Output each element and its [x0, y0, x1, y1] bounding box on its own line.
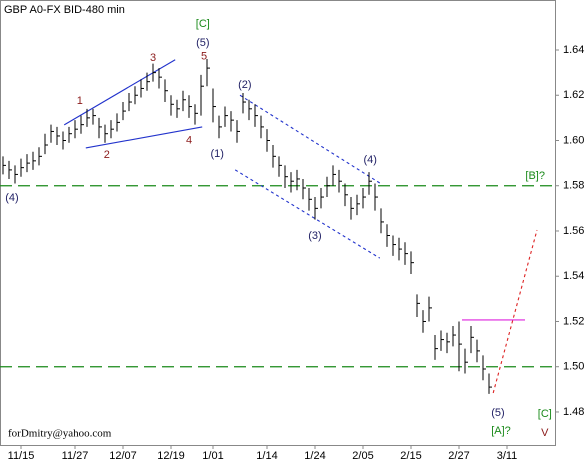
wave-label: (1): [210, 148, 223, 160]
x-tick-label: 2/15: [400, 450, 421, 462]
y-tick-label: 1.52: [563, 315, 584, 327]
y-tick-label: 1.64: [563, 44, 584, 56]
wave-label: (2): [238, 79, 251, 91]
plot-frame: [0, 0, 556, 446]
y-tick-label: 1.58: [563, 180, 584, 192]
watermark: forDmitry@yahoo.com: [8, 428, 112, 440]
x-tick-label: 11/15: [8, 450, 35, 462]
wave-label: 5: [201, 51, 207, 63]
wave-label: (4): [5, 192, 18, 204]
y-tick-label: 1.50: [563, 361, 584, 373]
y-tick-label: 1.62: [563, 89, 584, 101]
y-tick-label: 1.54: [563, 270, 584, 282]
wave-label: 2: [104, 149, 110, 161]
wave-label: V: [541, 427, 549, 439]
trend-line: [85, 126, 203, 149]
wave-label: 3: [150, 52, 156, 64]
wave-label: [C]: [196, 18, 210, 30]
x-tick-label: 1/14: [256, 450, 277, 462]
wave-label: [C]: [538, 408, 552, 420]
trend-line: [63, 59, 176, 126]
wave-label: 4: [186, 134, 192, 146]
x-tick-label: 11/27: [62, 450, 89, 462]
wave-label: (5): [491, 407, 504, 419]
x-tick-label: 1/24: [304, 450, 325, 462]
y-tick-label: 1.60: [563, 134, 584, 146]
x-tick-label: 1/01: [202, 450, 223, 462]
chart-title: GBP A0-FX BID-480 min: [4, 4, 125, 16]
trend-line: [492, 229, 538, 394]
wave-label: [A]?: [491, 425, 511, 437]
x-tick-label: 3/11: [497, 450, 518, 462]
wave-label: 1: [77, 95, 83, 107]
wave-label: [B]?: [525, 170, 545, 182]
x-tick-label: 2/27: [448, 450, 469, 462]
trend-line: [234, 169, 381, 259]
x-tick-label: 12/07: [109, 450, 137, 462]
wave-label: (3): [308, 230, 321, 242]
y-tick-label: 1.48: [563, 406, 584, 418]
x-tick-label: 2/05: [352, 450, 373, 462]
wave-label: (5): [196, 37, 209, 49]
y-tick-label: 1.56: [563, 225, 584, 237]
x-tick-label: 12/19: [157, 450, 185, 462]
wave-label: (4): [363, 154, 376, 166]
